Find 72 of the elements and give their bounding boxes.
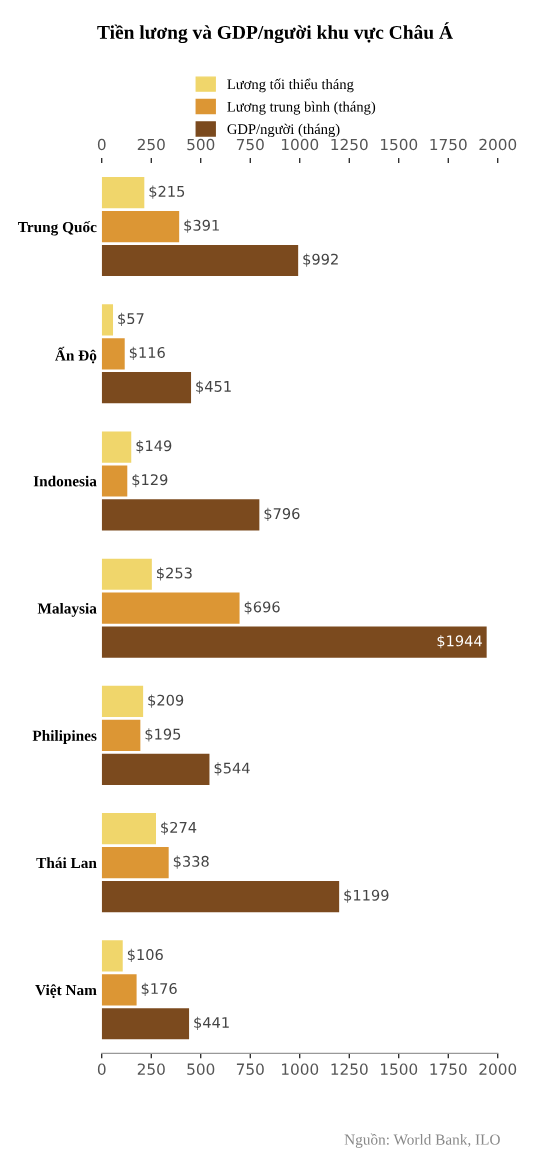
bar bbox=[101, 210, 180, 243]
bar bbox=[101, 558, 152, 590]
x2-tick-label: 1750 bbox=[430, 138, 467, 151]
bar bbox=[101, 499, 260, 531]
x2-tick-label: 250 bbox=[137, 138, 165, 151]
x-tick-label: 1000 bbox=[281, 1063, 319, 1075]
bar bbox=[101, 465, 128, 497]
x-tick-label: 750 bbox=[236, 1063, 264, 1075]
legend-label: Lương tối thiểu tháng bbox=[227, 78, 354, 93]
data-label: $149 bbox=[136, 440, 172, 454]
data-label: $391 bbox=[184, 219, 219, 233]
bar bbox=[101, 626, 487, 658]
data-label: $253 bbox=[157, 567, 192, 581]
y-tick-label: Thái Lan bbox=[36, 857, 97, 869]
data-label: $176 bbox=[141, 982, 177, 996]
bar bbox=[101, 813, 156, 845]
y-tick-label: Ấn Độ bbox=[55, 346, 97, 364]
bar bbox=[101, 1008, 190, 1040]
x2-tick-label: 1500 bbox=[380, 138, 418, 151]
data-label: $129 bbox=[132, 473, 168, 488]
x2-tick-label: 1000 bbox=[281, 138, 319, 151]
y-tick-label: Trung Quốc bbox=[18, 221, 97, 236]
bar bbox=[101, 431, 132, 463]
x-tick-label: 0 bbox=[97, 1063, 106, 1075]
x2-tick-label: 1250 bbox=[331, 138, 368, 151]
data-label: $209 bbox=[148, 694, 184, 708]
y-tick-label: Việt Nam bbox=[35, 984, 97, 999]
legend-label: GDP/người (tháng) bbox=[227, 123, 340, 138]
bar bbox=[101, 940, 123, 972]
data-label: $195 bbox=[145, 728, 181, 742]
data-label: $106 bbox=[127, 948, 163, 963]
x-tick-label: 500 bbox=[187, 1063, 215, 1075]
data-label: $57 bbox=[118, 312, 144, 327]
y-tick-label: Indonesia bbox=[33, 475, 97, 487]
data-label: $338 bbox=[173, 855, 209, 869]
x-tick-label: 1500 bbox=[380, 1063, 418, 1075]
x-tick-label: 2000 bbox=[479, 1063, 517, 1075]
bar bbox=[101, 304, 114, 336]
bar bbox=[101, 244, 299, 277]
bar bbox=[101, 338, 125, 370]
data-label: $544 bbox=[214, 762, 250, 776]
bar bbox=[101, 847, 169, 879]
data-label: $215 bbox=[149, 185, 185, 199]
x2-tick-label: 750 bbox=[236, 138, 264, 151]
x-tick-label: 250 bbox=[137, 1063, 165, 1075]
data-label: $992 bbox=[303, 253, 338, 267]
data-label: $441 bbox=[194, 1016, 229, 1030]
bar bbox=[101, 974, 137, 1006]
data-label: $1199 bbox=[344, 889, 389, 903]
legend-label: Lương trung bình (tháng) bbox=[227, 101, 376, 115]
y-tick-label: Philipines bbox=[32, 730, 97, 744]
bar bbox=[101, 177, 145, 209]
chart-title: Tiền lương và GDP/người khu vực Châu Á bbox=[97, 22, 453, 44]
x-tick-label: 1750 bbox=[430, 1063, 467, 1075]
x2-tick-label: 500 bbox=[187, 138, 215, 151]
data-label: $696 bbox=[244, 601, 280, 615]
bar bbox=[101, 753, 210, 785]
x-tick-label: 1250 bbox=[331, 1063, 368, 1075]
data-label: $116 bbox=[129, 346, 165, 360]
bar bbox=[101, 372, 192, 404]
bar bbox=[101, 685, 144, 718]
text: Nguồn: World Bank, ILO bbox=[344, 1133, 500, 1148]
y-tick-label: Malaysia bbox=[37, 602, 97, 617]
data-label: $1944 bbox=[437, 635, 482, 649]
x2-tick-label: 0 bbox=[97, 138, 106, 151]
bar bbox=[101, 719, 141, 751]
data-label: $451 bbox=[196, 380, 231, 394]
data-label: $274 bbox=[161, 821, 197, 835]
bar bbox=[101, 880, 340, 913]
x2-tick-label: 2000 bbox=[479, 138, 517, 151]
data-label: $796 bbox=[264, 507, 300, 522]
bar bbox=[101, 592, 240, 624]
